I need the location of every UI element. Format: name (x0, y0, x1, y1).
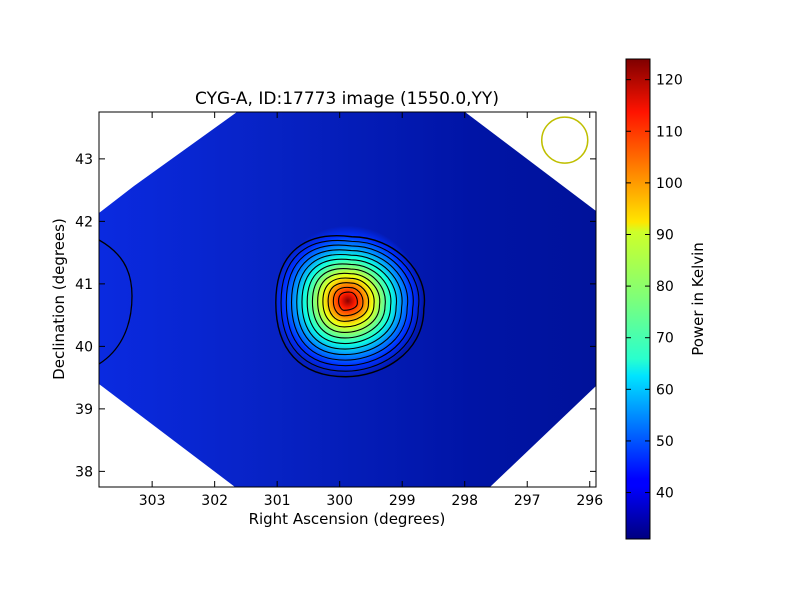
left-edge-contour (99, 239, 133, 365)
colorbar-tick-label: 100 (656, 176, 683, 192)
contour-line (301, 258, 398, 350)
x-axis-label: Right Ascension (degrees) (249, 510, 446, 528)
contour-line (306, 263, 392, 345)
contour-line (322, 277, 375, 328)
contour-line (327, 282, 370, 322)
colorbar-label: Power in Kelvin (689, 242, 707, 356)
x-tick-label: 302 (201, 493, 228, 509)
colorbar-tick-label: 50 (656, 434, 674, 450)
x-tick-label: 296 (576, 493, 603, 509)
contour-line (280, 239, 420, 372)
contour-line (311, 268, 386, 339)
y-tick-label: 38 (75, 464, 93, 480)
colorbar-tick-label: 120 (656, 73, 683, 89)
contour-line (285, 244, 414, 367)
y-tick-label: 39 (75, 402, 93, 418)
contour-line (275, 235, 426, 378)
colorbar-tick-label: 60 (656, 382, 674, 398)
colorbar-tick-label: 80 (656, 279, 674, 295)
colorbar-ticks: 40 50 60 70 80 90 100 110 120 (626, 73, 683, 502)
beam-size-marker (540, 116, 589, 164)
axes-frame (98, 111, 597, 488)
colorbar-tick-label: 70 (656, 331, 674, 347)
contour-line (317, 272, 381, 333)
y-tick-label: 43 (75, 152, 93, 168)
colorbar-tick-label: 110 (656, 124, 683, 140)
x-tick-label: 300 (326, 493, 353, 509)
x-tick-label: 299 (389, 493, 416, 509)
cyg-a-source (272, 225, 423, 376)
x-tick-label: 297 (514, 493, 541, 509)
colorbar-tick-label: 90 (656, 227, 674, 243)
contour-lines (275, 235, 426, 378)
y-tick-label: 41 (75, 277, 93, 293)
x-tick-label: 303 (139, 493, 166, 509)
colorbar-gradient (625, 58, 651, 540)
y-tick-label: 42 (75, 214, 93, 230)
x-axis-ticks: 303 302 301 300 299 298 297 296 (139, 112, 603, 509)
plot-area (99, 112, 596, 487)
colorbar: 40 50 60 70 80 90 100 110 120 Power in Kelvin (625, 58, 707, 540)
chart-title: CYG-A, ID:17773 image (1550.0,YY) (195, 89, 499, 109)
source-emission (272, 225, 423, 376)
x-tick-label: 301 (264, 493, 291, 509)
x-tick-label: 298 (451, 493, 478, 509)
y-axis-label: Declination (degrees) (50, 218, 68, 380)
contour-line (296, 253, 403, 356)
contour-line (338, 291, 358, 311)
y-axis-ticks: 38 39 40 41 42 43 (75, 152, 596, 480)
contour-line (290, 249, 409, 361)
contour-line (332, 286, 364, 317)
colorbar-tick-label: 40 (656, 486, 674, 502)
y-tick-label: 40 (75, 339, 93, 355)
